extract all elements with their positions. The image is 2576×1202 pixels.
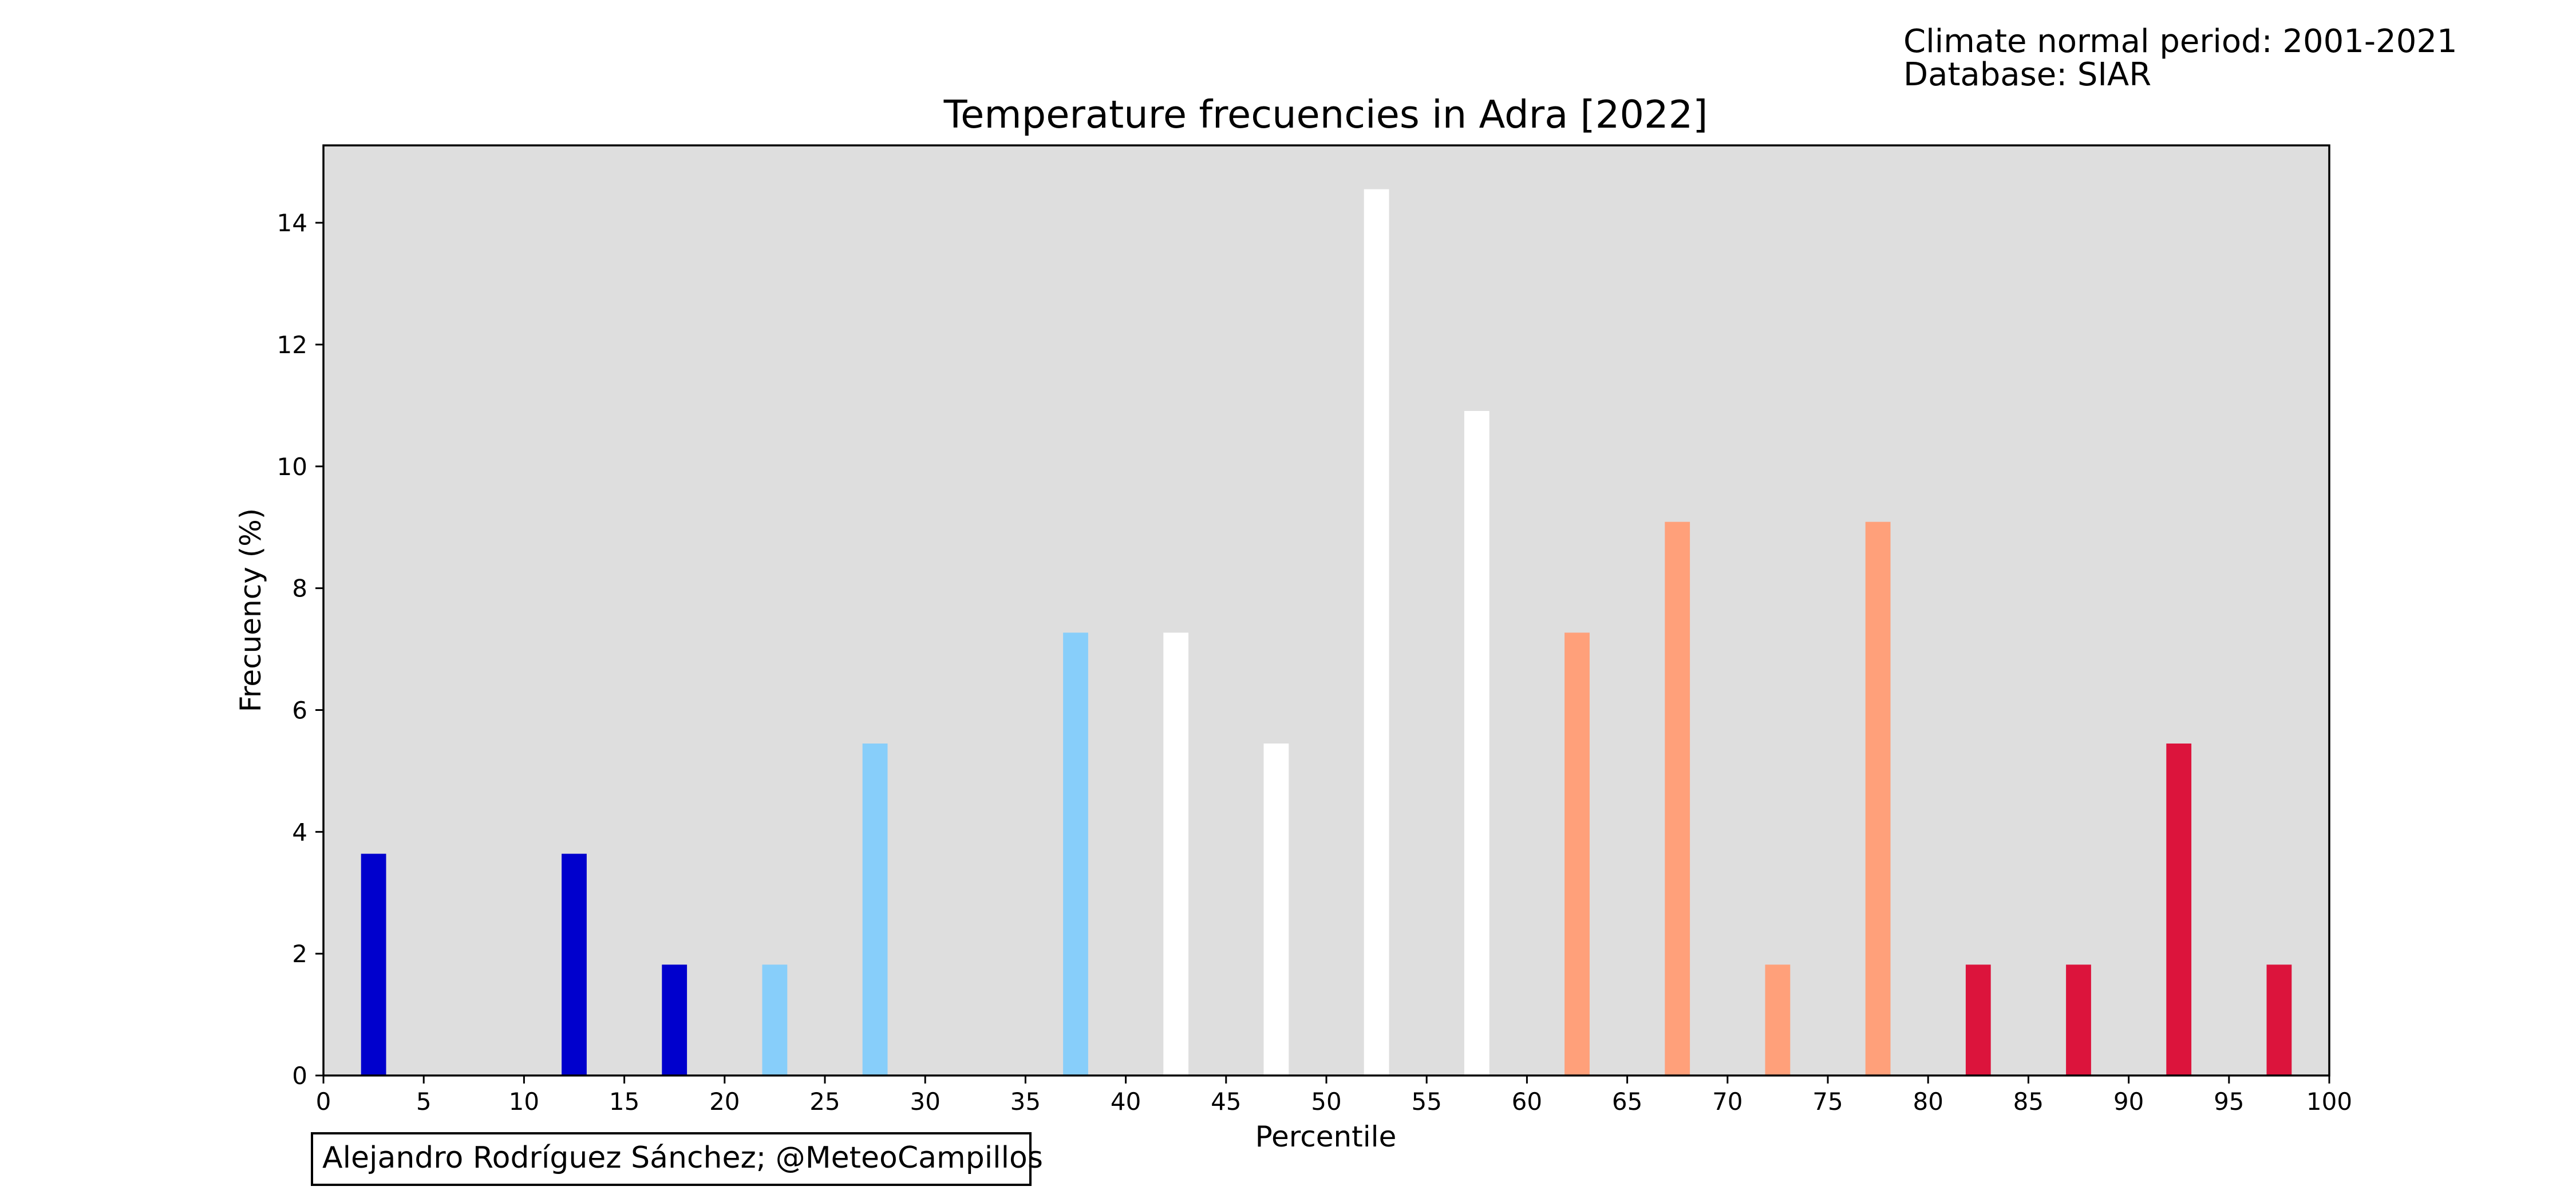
plot-area [323,145,2329,1076]
y-tick-label: 4 [292,818,307,846]
x-tick-label: 80 [1913,1088,1943,1116]
x-tick-label: 55 [1411,1088,1441,1116]
bar-percentile-17.5 [662,964,688,1076]
database-text: Database: SIAR [1903,56,2151,93]
bar-percentile-82.5 [1965,964,1991,1076]
x-tick-label: 85 [2013,1088,2044,1116]
x-tick-label: 95 [2214,1088,2244,1116]
bar-percentile-52.5 [1364,189,1389,1076]
y-tick-label: 12 [277,331,307,359]
x-tick-label: 70 [1712,1088,1743,1116]
bar-percentile-12.5 [562,853,587,1076]
x-tick-label: 20 [709,1088,740,1116]
y-axis-ticks: 0 2 4 6 8 10 12 14 [277,209,323,1090]
x-tick-label: 0 [316,1088,331,1116]
x-tick-label: 40 [1111,1088,1141,1116]
x-tick-label: 45 [1211,1088,1241,1116]
x-axis-label: Percentile [1255,1120,1397,1153]
y-tick-label: 0 [292,1062,307,1090]
x-tick-label: 35 [1010,1088,1041,1116]
x-tick-label: 100 [2306,1088,2352,1116]
credit-text: Alejandro Rodríguez Sánchez; @MeteoCampi… [322,1141,1043,1175]
x-tick-label: 75 [1812,1088,1843,1116]
x-tick-label: 65 [1612,1088,1642,1116]
bar-percentile-62.5 [1564,632,1590,1076]
climate-period-text: Climate normal period: 2001-2021 [1903,23,2458,60]
credit-box [311,1132,1032,1186]
x-tick-label: 90 [2113,1088,2144,1116]
x-tick-label: 10 [509,1088,539,1116]
bar-percentile-92.5 [2166,744,2192,1076]
x-tick-label: 25 [809,1088,840,1116]
bar-percentile-2.5 [361,853,386,1076]
x-tick-label: 50 [1311,1088,1341,1116]
bar-percentile-67.5 [1665,521,1690,1076]
y-axis-label: Frecuency (%) [234,508,267,712]
chart-title: Temperature frecuencies in Adra [2022] [943,92,1708,137]
bar-percentile-57.5 [1464,411,1490,1076]
y-tick-label: 14 [277,209,307,237]
bars-layer [361,189,2292,1076]
bar-percentile-27.5 [862,744,888,1076]
bar-percentile-77.5 [1865,521,1891,1076]
bar-percentile-47.5 [1263,744,1289,1076]
y-tick-label: 8 [292,575,307,603]
x-axis-ticks: 0 5 10 15 20 25 30 35 40 45 50 55 60 65 70 75 80 85 90 95 10… [316,1076,2352,1116]
bar-percentile-37.5 [1063,632,1088,1076]
x-tick-label: 15 [609,1088,639,1116]
bar-percentile-42.5 [1163,632,1189,1076]
y-tick-label: 6 [292,696,307,724]
x-tick-label: 60 [1512,1088,1542,1116]
bar-percentile-72.5 [1765,964,1791,1076]
y-tick-label: 10 [277,453,307,481]
bar-percentile-22.5 [762,964,788,1076]
bar-percentile-87.5 [2066,964,2091,1076]
x-tick-label: 5 [416,1088,432,1116]
bar-percentile-97.5 [2266,964,2292,1076]
x-tick-label: 30 [910,1088,940,1116]
y-tick-label: 2 [292,940,307,968]
